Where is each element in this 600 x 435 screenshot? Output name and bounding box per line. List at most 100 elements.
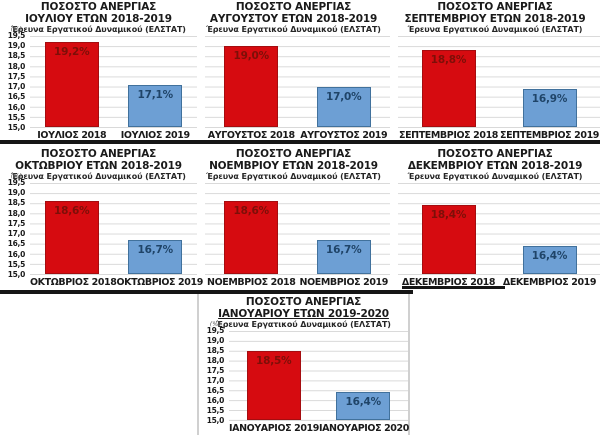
- plot-grid: 18,6% 16,7%: [205, 183, 390, 275]
- bar-december-2018: 18,4%: [421, 205, 476, 274]
- bar-august-2018: 19,0%: [224, 46, 279, 127]
- y-axis-tick: 19,0: [7, 188, 26, 198]
- x-label: ΟΚΤΩΒΡΙΟΣ 2018: [30, 277, 117, 288]
- y-axis-tick: 19,0: [7, 41, 26, 51]
- y-axis-tick: 15,5: [7, 112, 26, 122]
- y-axis: (%) 19,5 19,0 18,5 18,0 17,5 17,0 16,5 16,0 15,5 1…: [199, 321, 229, 425]
- y-axis-tick: 17,0: [7, 82, 26, 92]
- bar-value-label: 16,4%: [531, 249, 568, 262]
- y-axis-tick: 15,5: [7, 259, 26, 269]
- x-label: ΙΟΥΛΙΟΣ 2018: [37, 130, 107, 141]
- chart-subtitle: Έρευνα Εργατικού Δυναμικού (ΕΛΣΤΑΤ): [11, 172, 186, 181]
- y-axis-unit-label: (%): [209, 320, 221, 328]
- plot-grid: 19,0% 17,0%: [205, 36, 390, 128]
- chart-title-line2: ΟΚΤΩΒΡΙΟΥ ΕΤΩΝ 2018-2019: [15, 160, 182, 172]
- chart-title: ΠΟΣΟΣΤΟ ΑΝΕΡΓΙΑΣ: [40, 1, 157, 13]
- y-axis-tick: 19,0: [206, 335, 225, 345]
- y-axis-tick: 18,5: [7, 51, 26, 61]
- y-axis-tick: 18,0: [206, 355, 225, 365]
- x-axis-labels: ΙΑΝΟΥΑΡΙΟΣ 2019 ΙΑΝΟΥΑΡΙΟΣ 2020: [199, 423, 409, 435]
- bar-october-2018: 18,6%: [44, 201, 99, 274]
- x-label: ΙΑΝΟΥΑΡΙΟΣ 2019: [229, 423, 319, 434]
- y-axis-tick: 17,5: [7, 218, 26, 228]
- x-label: ΑΥΓΟΥΣΤΟΣ 2018: [207, 130, 295, 141]
- plot-grid: 18,6% 16,7%: [30, 183, 197, 275]
- bar-value-label: 18,4%: [430, 209, 467, 222]
- y-axis-tick: 16,5: [7, 239, 26, 249]
- x-label: ΑΥΓΟΥΣΤΟΣ 2019: [300, 130, 388, 141]
- bar-november-2018: 18,6%: [224, 201, 279, 274]
- y-axis-tick: 15,0: [7, 123, 26, 132]
- chart-title-line2: ΝΟΕΜΒΡΙΟΥ ΕΤΩΝ 2018-2019: [209, 160, 378, 172]
- bar-value-label: 19,0%: [233, 50, 270, 63]
- plot-area: 18,6% 16,7%: [197, 183, 390, 275]
- x-axis-labels: ΙΟΥΛΙΟΣ 2018 ΙΟΥΛΙΟΣ 2019: [0, 130, 197, 142]
- y-axis-tick: 16,0: [206, 396, 225, 405]
- y-axis-tick: 18,5: [7, 198, 26, 208]
- x-axis-labels: ΔΕΚΕΜΒΡΙΟΣ 2018 ΔΕΚΕΜΒΡΙΟΣ 2019: [390, 277, 600, 289]
- x-axis-labels: ΝΟΕΜΒΡΙΟΣ 2018 ΝΟΕΜΒΡΙΟΣ 2019: [197, 277, 390, 289]
- chart-november: ΠΟΣΟΣΤΟ ΑΝΕΡΓΙΑΣ ΝΟΕΜΒΡΙΟΥ ΕΤΩΝ 2018-201…: [197, 148, 390, 288]
- y-axis-tick: 15,0: [206, 416, 225, 425]
- row1-bottom-border: [0, 140, 600, 144]
- bar-august-2019: 17,0%: [316, 86, 371, 127]
- chart-july: ΠΟΣΟΣΤΟ ΑΝΕΡΓΙΑΣ ΙΟΥΛΙΟΥ ΕΤΩΝ 2018-2019 …: [0, 1, 197, 141]
- bar-july-2019: 17,1%: [128, 84, 183, 127]
- y-axis-tick: 18,0: [7, 208, 26, 218]
- bar-december-2019: 16,4%: [522, 245, 577, 274]
- chart-title: ΠΟΣΟΣΤΟ ΑΝΕΡΓΙΑΣ: [245, 296, 362, 308]
- y-axis-tick: 19,5: [7, 178, 26, 187]
- y-axis-tick: 16,0: [7, 249, 26, 259]
- bar-september-2019: 16,9%: [522, 88, 577, 127]
- plot-grid: 19,2% 17,1%: [30, 36, 197, 128]
- bar-value-label: 16,7%: [326, 243, 362, 256]
- row2-bottom-border: [0, 290, 413, 294]
- y-axis-tick: 16,5: [7, 92, 26, 102]
- x-axis-labels: ΑΥΓΟΥΣΤΟΣ 2018 ΑΥΓΟΥΣΤΟΣ 2019: [197, 130, 390, 142]
- x-label: ΟΚΤΩΒΡΙΟΣ 2019: [116, 277, 203, 288]
- bar-value-label: 18,6%: [233, 205, 270, 218]
- x-label: ΝΟΕΜΒΡΙΟΣ 2019: [299, 277, 389, 288]
- bar-value-label: 16,9%: [531, 92, 568, 105]
- plot-area: (%) 19,5 19,0 18,5 18,0 17,5 17,0 16,5 16,0 15,5 1…: [0, 26, 197, 132]
- chart-december: ΠΟΣΟΣΤΟ ΑΝΕΡΓΙΑΣ ΔΕΚΕΜΒΡΙΟΥ ΕΤΩΝ 2018-20…: [390, 148, 600, 288]
- x-label: ΣΕΠΤΕΜΒΡΙΟΣ 2018: [398, 130, 498, 141]
- y-axis-tick: 17,5: [206, 365, 225, 375]
- chart-subtitle: Έρευνα Εργατικού Δυναμικού (ΕΛΣΤΑΤ): [206, 25, 381, 34]
- x-label: ΝΟΕΜΒΡΙΟΣ 2018: [207, 277, 296, 288]
- y-axis: (%) 19,5 19,0 18,5 18,0 17,5 17,0 16,5 16,0 15,5 1…: [0, 173, 30, 279]
- x-label: ΔΕΚΕΜΒΡΙΟΣ 2019: [502, 277, 597, 288]
- chart-title: ΠΟΣΟΣΤΟ ΑΝΕΡΓΙΑΣ: [235, 1, 352, 13]
- chart-subtitle: Έρευνα Εργατικού Δυναμικού (ΕΛΣΤΑΤ): [11, 25, 186, 34]
- bar-value-label: 17,0%: [326, 90, 362, 103]
- bar-november-2019: 16,7%: [316, 239, 371, 274]
- chart-subtitle: Έρευνα Εργατικού Δυναμικού (ΕΛΣΤΑΤ): [206, 172, 381, 181]
- bar-january-2020: 16,4%: [336, 392, 391, 420]
- bar-value-label: 17,1%: [137, 88, 174, 101]
- y-axis-tick: 18,0: [7, 61, 26, 71]
- x-axis-labels: ΟΚΤΩΒΡΙΟΣ 2018 ΟΚΤΩΒΡΙΟΣ 2019: [0, 277, 203, 289]
- x-label: ΙΟΥΛΙΟΣ 2019: [120, 130, 190, 141]
- x-label: ΣΕΠΤΕΜΒΡΙΟΣ 2019: [499, 130, 599, 141]
- y-axis-tick: 17,0: [7, 229, 26, 239]
- bar-value-label: 18,5%: [256, 354, 292, 367]
- chart-title-line2: ΙΟΥΛΙΟΥ ΕΤΩΝ 2018-2019: [25, 13, 172, 25]
- y-axis-tick: 16,0: [7, 102, 26, 112]
- y-axis-tick: 18,5: [206, 345, 225, 355]
- bar-september-2018: 18,8%: [421, 50, 476, 127]
- chart-subtitle: Έρευνα Εργατικού Δυναμικού (ΕΛΣΤΑΤ): [407, 172, 583, 181]
- chart-title: ΠΟΣΟΣΤΟ ΑΝΕΡΓΙΑΣ: [235, 148, 352, 160]
- y-axis-tick: 19,5: [7, 31, 26, 40]
- y-axis-tick: 17,0: [206, 376, 225, 385]
- chart-title-line2: ΑΥΓΟΥΣΤΟΥ ΕΤΩΝ 2018-2019: [209, 13, 378, 25]
- plot-grid: 18,4% 16,4%: [398, 183, 600, 275]
- bar-january-2019: 18,5%: [246, 350, 301, 420]
- bar-value-label: 18,8%: [430, 54, 467, 67]
- plot-grid: 18,8% 16,9%: [398, 36, 600, 128]
- chart-title: ΠΟΣΟΣΤΟ ΑΝΕΡΓΙΑΣ: [40, 148, 157, 160]
- bar-value-label: 16,7%: [137, 243, 174, 256]
- y-axis-tick: 17,5: [7, 71, 26, 81]
- y-axis-tick: 16,5: [206, 385, 225, 395]
- chart-title-line2: ΔΕΚΕΜΒΡΙΟΥ ΕΤΩΝ 2018-2019: [407, 160, 583, 172]
- plot-area: 18,8% 16,9%: [390, 36, 600, 128]
